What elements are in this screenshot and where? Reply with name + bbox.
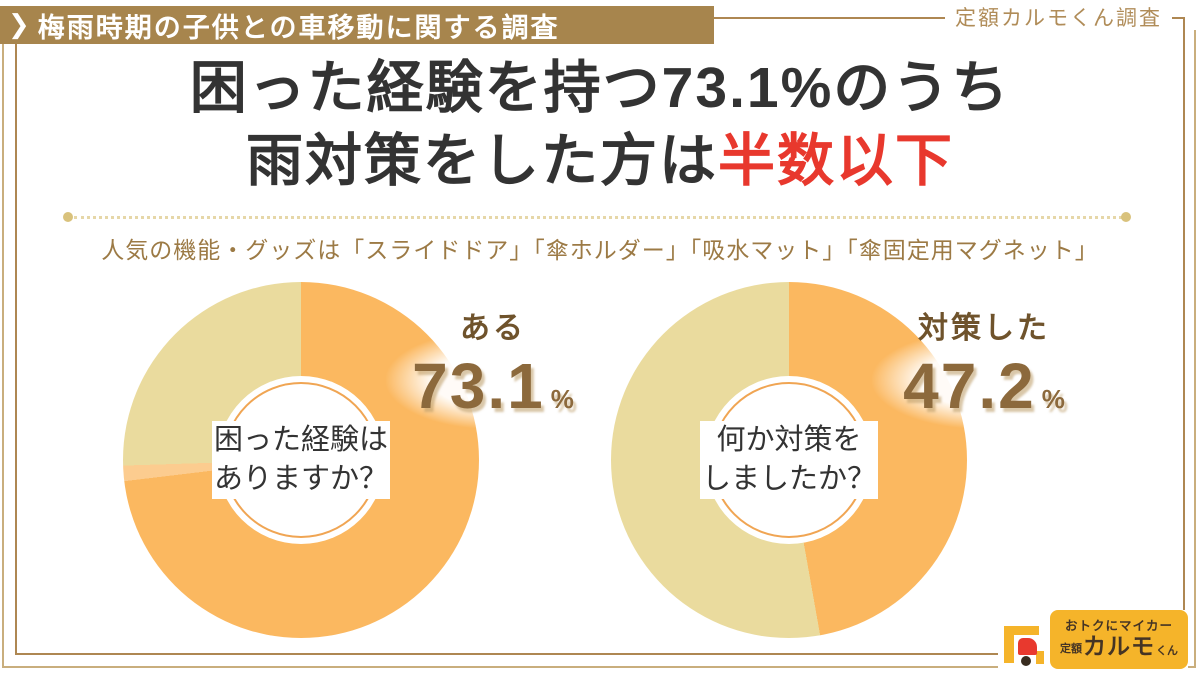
stat-unit-left: %	[550, 384, 574, 414]
decorative-frame-outer	[2, 30, 1196, 668]
header-badge: ❯ 梅雨時期の子供との車移動に関する調査	[0, 6, 714, 44]
logo-icon-right-stub	[1036, 651, 1044, 664]
logo-icon-left-bar	[1004, 626, 1014, 663]
stat-label-left: ある	[460, 312, 526, 345]
logo-icon-top-bar	[1011, 626, 1039, 635]
main-title: 困った経験を持つ73.1%のうち 雨対策をした方は半数以下	[0, 52, 1200, 198]
karumo-logo: おトクにマイカー 定額カルモくん	[998, 610, 1188, 669]
donut-chart-countermeasure: 何か対策を しましたか？	[611, 282, 967, 638]
donut-hole-right: 何か対策を しましたか？	[700, 376, 879, 544]
survey-source-label: 定額カルモくん調査	[945, 7, 1172, 31]
donut-question-left-line2: ありますか？	[212, 460, 391, 499]
main-title-line2: 雨対策をした方は半数以下	[0, 125, 1200, 198]
stat-value-right: 47.2%	[889, 349, 1079, 423]
logo-car-icon	[1018, 638, 1037, 655]
logo-wheel-icon	[1021, 656, 1031, 666]
stat-unit-right: %	[1041, 384, 1065, 414]
main-title-line2-highlight: 半数以下	[718, 129, 954, 193]
main-title-line2-normal: 雨対策をした方は	[246, 129, 718, 193]
stat-number-left: 73.1	[412, 350, 545, 422]
logo-brand-prefix: 定額	[1060, 643, 1082, 655]
divider-end-dot-left	[63, 212, 73, 222]
donut-hole-left: 困った経験は ありますか？	[212, 376, 391, 544]
chevron-right-icon: ❯	[8, 9, 30, 39]
stat-trouble-experience: ある 73.1%	[385, 303, 597, 429]
logo-tagline: おトクにマイカー	[1064, 619, 1173, 633]
main-title-line1: 困った経験を持つ73.1%のうち	[189, 56, 1011, 120]
stat-value-left: 73.1%	[403, 349, 583, 423]
logo-brand-suffix: くん	[1156, 645, 1178, 657]
karumo-logo-badge: おトクにマイカー 定額カルモくん	[1050, 610, 1188, 669]
logo-brand-main: カルモ	[1083, 633, 1155, 659]
donut-question-left-line1: 困った経験は	[212, 421, 391, 460]
donut-question-right-line1: 何か対策を	[700, 421, 879, 460]
donut-question-right: 何か対策を しましたか？	[700, 421, 879, 499]
stat-countermeasure: 対策した 47.2%	[871, 303, 1093, 429]
dotted-divider	[74, 216, 1122, 219]
karumo-logo-icon	[1004, 623, 1046, 669]
stat-number-right: 47.2	[903, 350, 1036, 422]
header-badge-label: 梅雨時期の子供との車移動に関する調査	[37, 12, 560, 43]
divider-end-dot-right	[1121, 212, 1131, 222]
subtitle-popular-goods: 人気の機能・グッズは「スライドドア」「傘ホルダー」「吸水マット」「傘固定用マグネ…	[101, 237, 1099, 263]
stat-label-right: 対策した	[918, 312, 1050, 345]
donut-question-left: 困った経験は ありますか？	[212, 421, 391, 499]
donut-question-right-line2: しましたか？	[700, 460, 879, 499]
logo-brand-line: 定額カルモくん	[1060, 634, 1178, 663]
